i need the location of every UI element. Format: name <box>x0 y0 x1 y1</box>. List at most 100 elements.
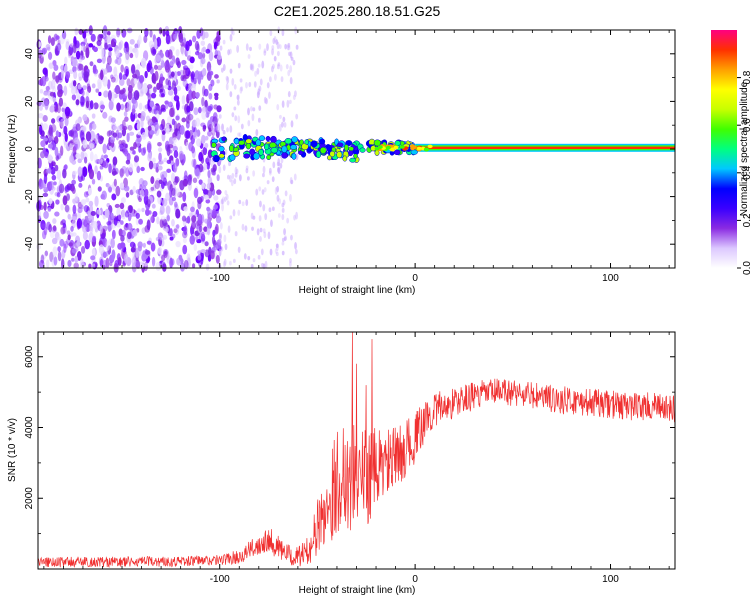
spectrogram-cell <box>93 102 99 110</box>
spectrogram-cell <box>76 250 82 261</box>
spectrogram-x-tick-label: 100 <box>602 273 619 284</box>
spectrogram-cell <box>226 200 230 206</box>
spectrogram-cell <box>113 87 118 93</box>
spectrogram-cell <box>96 39 102 47</box>
spectrogram-cell <box>268 167 272 174</box>
spectrogram-cell <box>81 125 87 133</box>
spectrogram-cell <box>218 232 222 238</box>
spectrogram-cell <box>228 161 231 167</box>
spectrogram-cell <box>259 78 263 86</box>
spectrogram-cell <box>227 225 231 234</box>
spectrogram-cell <box>93 153 98 164</box>
spectrogram-cell <box>108 47 113 52</box>
spectrogram-cell <box>43 226 48 236</box>
spectrogram-cell <box>81 261 85 268</box>
spectrogram-cell <box>271 176 275 183</box>
spectrogram-cell <box>97 135 104 145</box>
spectrogram-cell <box>204 135 209 141</box>
spectrogram-cell <box>127 222 133 231</box>
spectrogram-cell <box>51 174 57 181</box>
spectrogram-cell <box>83 191 89 198</box>
spectrogram-cell <box>74 27 79 36</box>
spectrogram-cell <box>205 263 210 271</box>
spectrogram-cell <box>64 106 71 117</box>
spectrogram-cell <box>37 113 44 119</box>
spectrogram-cell <box>114 203 120 209</box>
spectrogram-x-tick-label: 0 <box>412 273 418 284</box>
spectrogram-cell <box>231 77 235 86</box>
spectrogram-cell <box>98 91 102 97</box>
spectrogram-cell <box>100 47 105 59</box>
spectrogram-cell <box>171 196 176 202</box>
spectrogram-cell <box>175 99 180 111</box>
spectrogram-cell <box>152 48 157 55</box>
colorbar-tick-label: 0.6 <box>742 118 750 132</box>
spectrogram-cell <box>105 257 110 269</box>
spectrogram-cell <box>289 76 293 85</box>
spectrogram-cell <box>106 130 111 137</box>
spectrogram-cell <box>119 182 125 189</box>
spectrogram-cell <box>44 250 49 257</box>
spectrogram-cell <box>115 185 121 197</box>
spectrogram-cell <box>216 123 221 133</box>
spectrogram-x-tick-label: -100 <box>210 273 230 284</box>
spectrogram-cell <box>104 208 110 219</box>
spectrogram-cell <box>57 236 61 241</box>
spectrogram-cell <box>150 215 156 223</box>
spectrogram-cell <box>255 188 259 196</box>
spectrogram-cell <box>156 82 161 91</box>
spectrogram-cell <box>215 254 220 264</box>
spectrogram-cell <box>94 195 99 207</box>
spectrogram-cell <box>229 125 233 133</box>
spectrogram-cell <box>160 107 167 113</box>
spectrogram-cell <box>60 203 64 211</box>
spectrogram-cell <box>282 199 286 206</box>
spectrogram-cell <box>288 51 291 57</box>
spectrogram-cell <box>85 100 90 109</box>
spectrogram-cell <box>229 154 236 161</box>
spectrogram-cell <box>108 99 114 111</box>
spectrogram-cell <box>188 141 194 152</box>
spectrogram-cell <box>205 105 212 115</box>
spectrogram-cell <box>179 125 185 135</box>
spectrogram-cell <box>231 30 235 36</box>
spectrogram-cell <box>55 35 60 40</box>
spectrogram-cell <box>66 230 71 235</box>
spectrogram-cell <box>193 158 197 169</box>
spectrogram-cell <box>82 85 87 91</box>
spectrogram-cell <box>275 39 279 45</box>
spectrogram-cell <box>72 80 77 87</box>
spectrogram-y-axis-label: Frequency (Hz) <box>7 115 18 184</box>
spectrogram-cell <box>315 150 322 159</box>
spectrogram-cell <box>206 183 211 189</box>
spectrogram-cell <box>389 150 395 156</box>
spectrogram-cell <box>245 81 248 89</box>
spectrogram-cell <box>91 123 97 130</box>
spectrogram-cell <box>195 91 200 99</box>
spectrogram-cell <box>181 215 187 222</box>
spectrogram-cell <box>165 226 169 233</box>
spectrogram-cell <box>144 27 149 37</box>
spectrogram-cell <box>186 55 192 61</box>
spectrogram-cell <box>113 217 118 226</box>
spectrogram-cell <box>50 181 54 191</box>
spectrogram-cell <box>157 65 163 71</box>
spectrogram-cell <box>149 100 155 108</box>
spectrogram-cell <box>110 238 115 249</box>
spectrogram-cell <box>120 103 125 111</box>
spectrogram-cell <box>236 45 240 53</box>
spectrogram-cell <box>40 223 46 229</box>
spectrogram-cell <box>166 159 172 165</box>
spectrogram-cell <box>81 261 87 267</box>
spectrogram-cell <box>224 149 228 156</box>
spectrogram-cell <box>146 240 152 245</box>
spectrogram-cell <box>211 122 215 134</box>
spectrogram-cell <box>48 143 53 149</box>
spectrogram-cell <box>214 155 220 162</box>
spectrogram-cell <box>182 244 188 255</box>
spectrogram-cell <box>148 40 155 49</box>
spectrogram-cell <box>229 68 233 74</box>
spectrogram-cell <box>124 185 130 192</box>
spectrogram-cell <box>286 217 290 224</box>
spectrogram-cell <box>247 255 251 261</box>
